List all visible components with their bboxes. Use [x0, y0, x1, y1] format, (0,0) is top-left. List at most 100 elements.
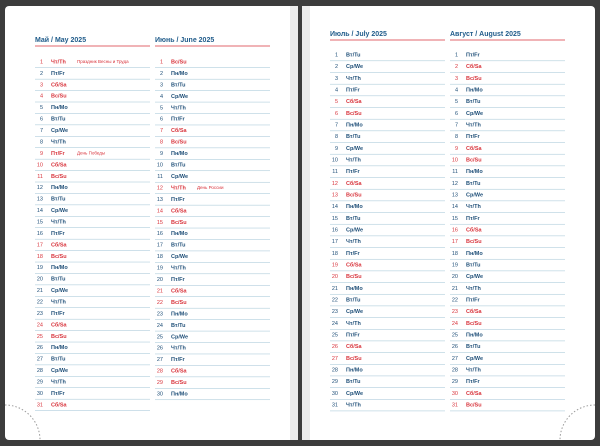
day-number: 26 [452, 344, 458, 350]
day-number: 23 [332, 309, 338, 315]
day-number: 7 [335, 122, 338, 128]
day-number: 19 [157, 266, 163, 272]
day-number: 18 [452, 251, 458, 257]
day-number: 15 [452, 216, 458, 222]
day-number: 15 [157, 220, 163, 226]
weekday: Вс/Su [466, 157, 482, 163]
day-number: 4 [455, 87, 458, 93]
weekday: Вс/Su [466, 403, 482, 409]
weekday: Сб/Sa [466, 227, 482, 234]
weekday: Сб/Sa [346, 180, 362, 187]
weekday: Вт/Tu [466, 263, 480, 269]
weekday: Пт/Fr [346, 169, 361, 175]
weekday: Сб/Sa [51, 161, 67, 168]
day-number: 24 [157, 323, 163, 329]
weekday: Вт/Tu [171, 163, 185, 169]
weekday: Чт/Th [346, 321, 361, 327]
day-number: 21 [452, 286, 458, 292]
day-number: 8 [335, 134, 338, 140]
day-number: 8 [160, 140, 163, 146]
weekday: Вс/Su [171, 300, 187, 306]
day-number: 19 [37, 265, 43, 271]
day-number: 20 [37, 277, 43, 283]
weekday: Чт/Th [466, 368, 481, 374]
day-number: 4 [160, 94, 163, 100]
day-number: 24 [452, 321, 458, 327]
weekday: Сб/Sa [346, 343, 362, 350]
holiday: День России [197, 185, 224, 190]
weekday: Вс/Su [466, 321, 482, 327]
weekday: Ср/We [171, 174, 188, 180]
day-number: 9 [455, 146, 458, 152]
weekday: Пн/Mo [51, 105, 68, 111]
weekday: Чт/Th [51, 139, 66, 145]
weekday: Вт/Tu [466, 181, 480, 187]
day-number: 11 [37, 174, 43, 180]
weekday: Вт/Tu [346, 52, 360, 58]
day-number: 5 [40, 105, 43, 111]
day-number: 1 [160, 59, 163, 65]
weekday: Ср/We [346, 391, 363, 397]
weekday: Вт/Tu [346, 216, 360, 222]
day-number: 18 [332, 251, 338, 257]
day-number: 13 [332, 192, 338, 198]
weekday: Вт/Tu [171, 323, 185, 329]
weekday: Вт/Tu [466, 99, 480, 105]
day-number: 1 [40, 59, 43, 65]
day-number: 31 [332, 403, 338, 409]
weekday: Пн/Mo [51, 185, 68, 191]
day-number: 9 [335, 146, 338, 152]
day-number: 21 [157, 288, 163, 294]
weekday: Ср/We [51, 208, 68, 214]
weekday: Пн/Mo [171, 151, 188, 157]
holiday: Праздник Весны и Труда [77, 59, 129, 64]
weekday: Вт/Tu [346, 134, 360, 140]
weekday: Пт/Fr [466, 216, 481, 222]
day-number: 20 [452, 274, 458, 280]
day-number: 2 [40, 71, 43, 77]
weekday: Ср/We [346, 146, 363, 152]
gutter-shadow [302, 6, 310, 440]
weekday: Пт/Fr [466, 379, 481, 385]
day-number: 8 [40, 139, 43, 145]
weekday: Сб/Sa [346, 98, 362, 105]
weekday: Ср/We [51, 128, 68, 134]
day-number: 9 [40, 151, 43, 157]
weekday: Пт/Fr [51, 311, 66, 317]
weekday: Вс/Su [346, 356, 362, 362]
weekday: Ср/We [346, 309, 363, 315]
weekday: Пн/Mo [466, 251, 483, 257]
day-number: 22 [37, 299, 43, 305]
month-title: Август / August 2025 [450, 31, 521, 38]
day-number: 3 [40, 82, 43, 88]
day-number: 23 [157, 311, 163, 317]
day-number: 23 [37, 311, 43, 317]
day-number: 3 [335, 76, 338, 82]
day-number: 6 [40, 117, 43, 123]
day-number: 29 [452, 379, 458, 385]
day-number: 14 [157, 208, 163, 214]
day-number: 7 [455, 122, 458, 128]
day-number: 16 [157, 231, 163, 237]
weekday: Сб/Sa [171, 287, 187, 294]
weekday: Сб/Sa [346, 262, 362, 269]
weekday: Ср/We [171, 334, 188, 340]
day-number: 12 [37, 185, 43, 191]
weekday: Чт/Th [466, 122, 481, 128]
gutter-shadow [290, 6, 298, 440]
weekday: Сб/Sa [171, 207, 187, 214]
day-number: 30 [452, 391, 458, 397]
day-number: 29 [37, 379, 43, 385]
day-number: 10 [332, 157, 338, 163]
weekday: Вс/Su [51, 334, 67, 340]
weekday: Чт/Th [346, 239, 361, 245]
day-number: 31 [452, 403, 458, 409]
day-number: 25 [332, 333, 338, 339]
day-number: 10 [452, 157, 458, 163]
day-number: 21 [37, 288, 43, 294]
weekday: Чт/Th [51, 299, 66, 305]
weekday: Сб/Sa [51, 241, 67, 248]
weekday: Пт/Fr [171, 277, 186, 283]
weekday: Пт/Fr [171, 197, 186, 203]
